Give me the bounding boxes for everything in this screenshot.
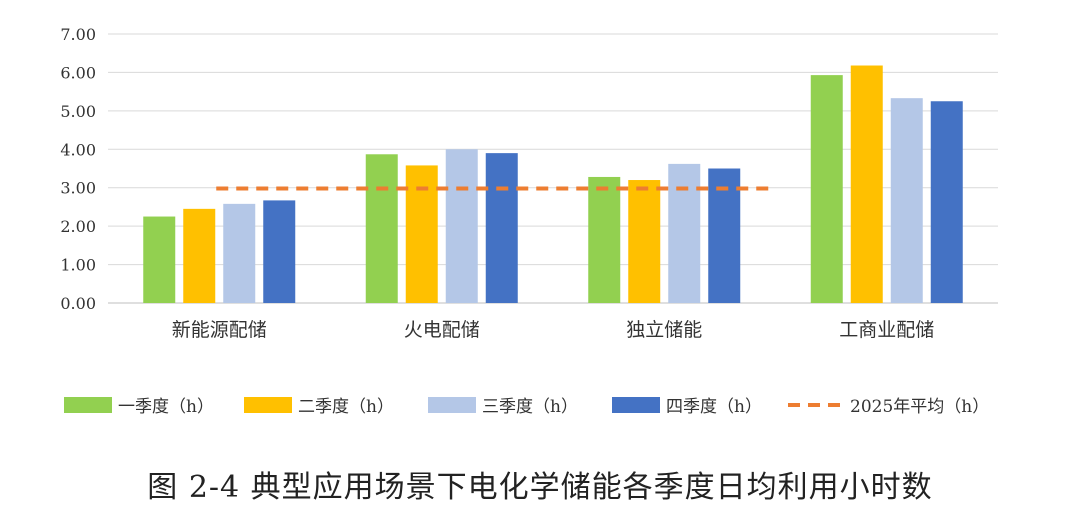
- legend-swatch: [244, 397, 292, 413]
- bar: [445, 149, 478, 303]
- x-category-label: 火电配储: [404, 319, 480, 341]
- legend-label: 三季度（h）: [482, 397, 578, 417]
- bar: [708, 168, 741, 303]
- bar: [810, 75, 843, 304]
- y-tick-label: 1.00: [60, 256, 96, 275]
- bar: [930, 101, 963, 303]
- bar: [143, 216, 176, 303]
- bar: [850, 65, 883, 303]
- bar: [263, 200, 296, 303]
- y-tick-label: 0.00: [60, 294, 96, 313]
- y-tick-label: 4.00: [60, 140, 96, 159]
- y-tick-label: 3.00: [60, 179, 96, 198]
- bar: [183, 208, 216, 303]
- legend-label: 四季度（h）: [666, 397, 762, 417]
- legend-swatch: [64, 397, 112, 413]
- legend-swatch: [612, 397, 660, 413]
- figure-caption: 图 2-4 典型应用场景下电化学储能各季度日均利用小时数: [147, 470, 933, 505]
- legend-label: 二季度（h）: [298, 397, 394, 417]
- x-category-label: 新能源配储: [172, 319, 267, 341]
- x-category-label: 独立储能: [626, 319, 702, 341]
- y-tick-label: 6.00: [60, 63, 96, 82]
- bar: [365, 154, 398, 303]
- bar: [890, 98, 923, 303]
- bar: [405, 165, 438, 303]
- bar: [668, 163, 701, 303]
- y-tick-label: 2.00: [60, 217, 96, 236]
- y-tick-label: 7.00: [60, 25, 96, 44]
- bar: [588, 176, 621, 303]
- bar: [485, 153, 518, 303]
- bar-chart: 0.00 1.00 2.00 3.00 4.00 5.00 6.00 7.00 新能源配储 火电配…: [60, 25, 998, 417]
- legend-swatch: [428, 397, 476, 413]
- legend-label: 2025年平均（h）: [850, 397, 989, 417]
- legend-label: 一季度（h）: [118, 397, 214, 417]
- y-tick-label: 5.00: [60, 102, 96, 121]
- bar: [628, 180, 661, 303]
- bar: [223, 203, 256, 303]
- x-category-label: 工商业配储: [839, 319, 934, 341]
